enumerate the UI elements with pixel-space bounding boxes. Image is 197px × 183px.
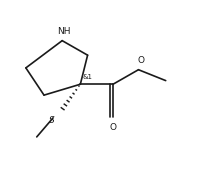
Text: S: S (49, 116, 55, 125)
Text: NH: NH (57, 27, 71, 36)
Text: &1: &1 (82, 74, 92, 80)
Text: O: O (110, 123, 117, 132)
Text: O: O (138, 56, 145, 65)
